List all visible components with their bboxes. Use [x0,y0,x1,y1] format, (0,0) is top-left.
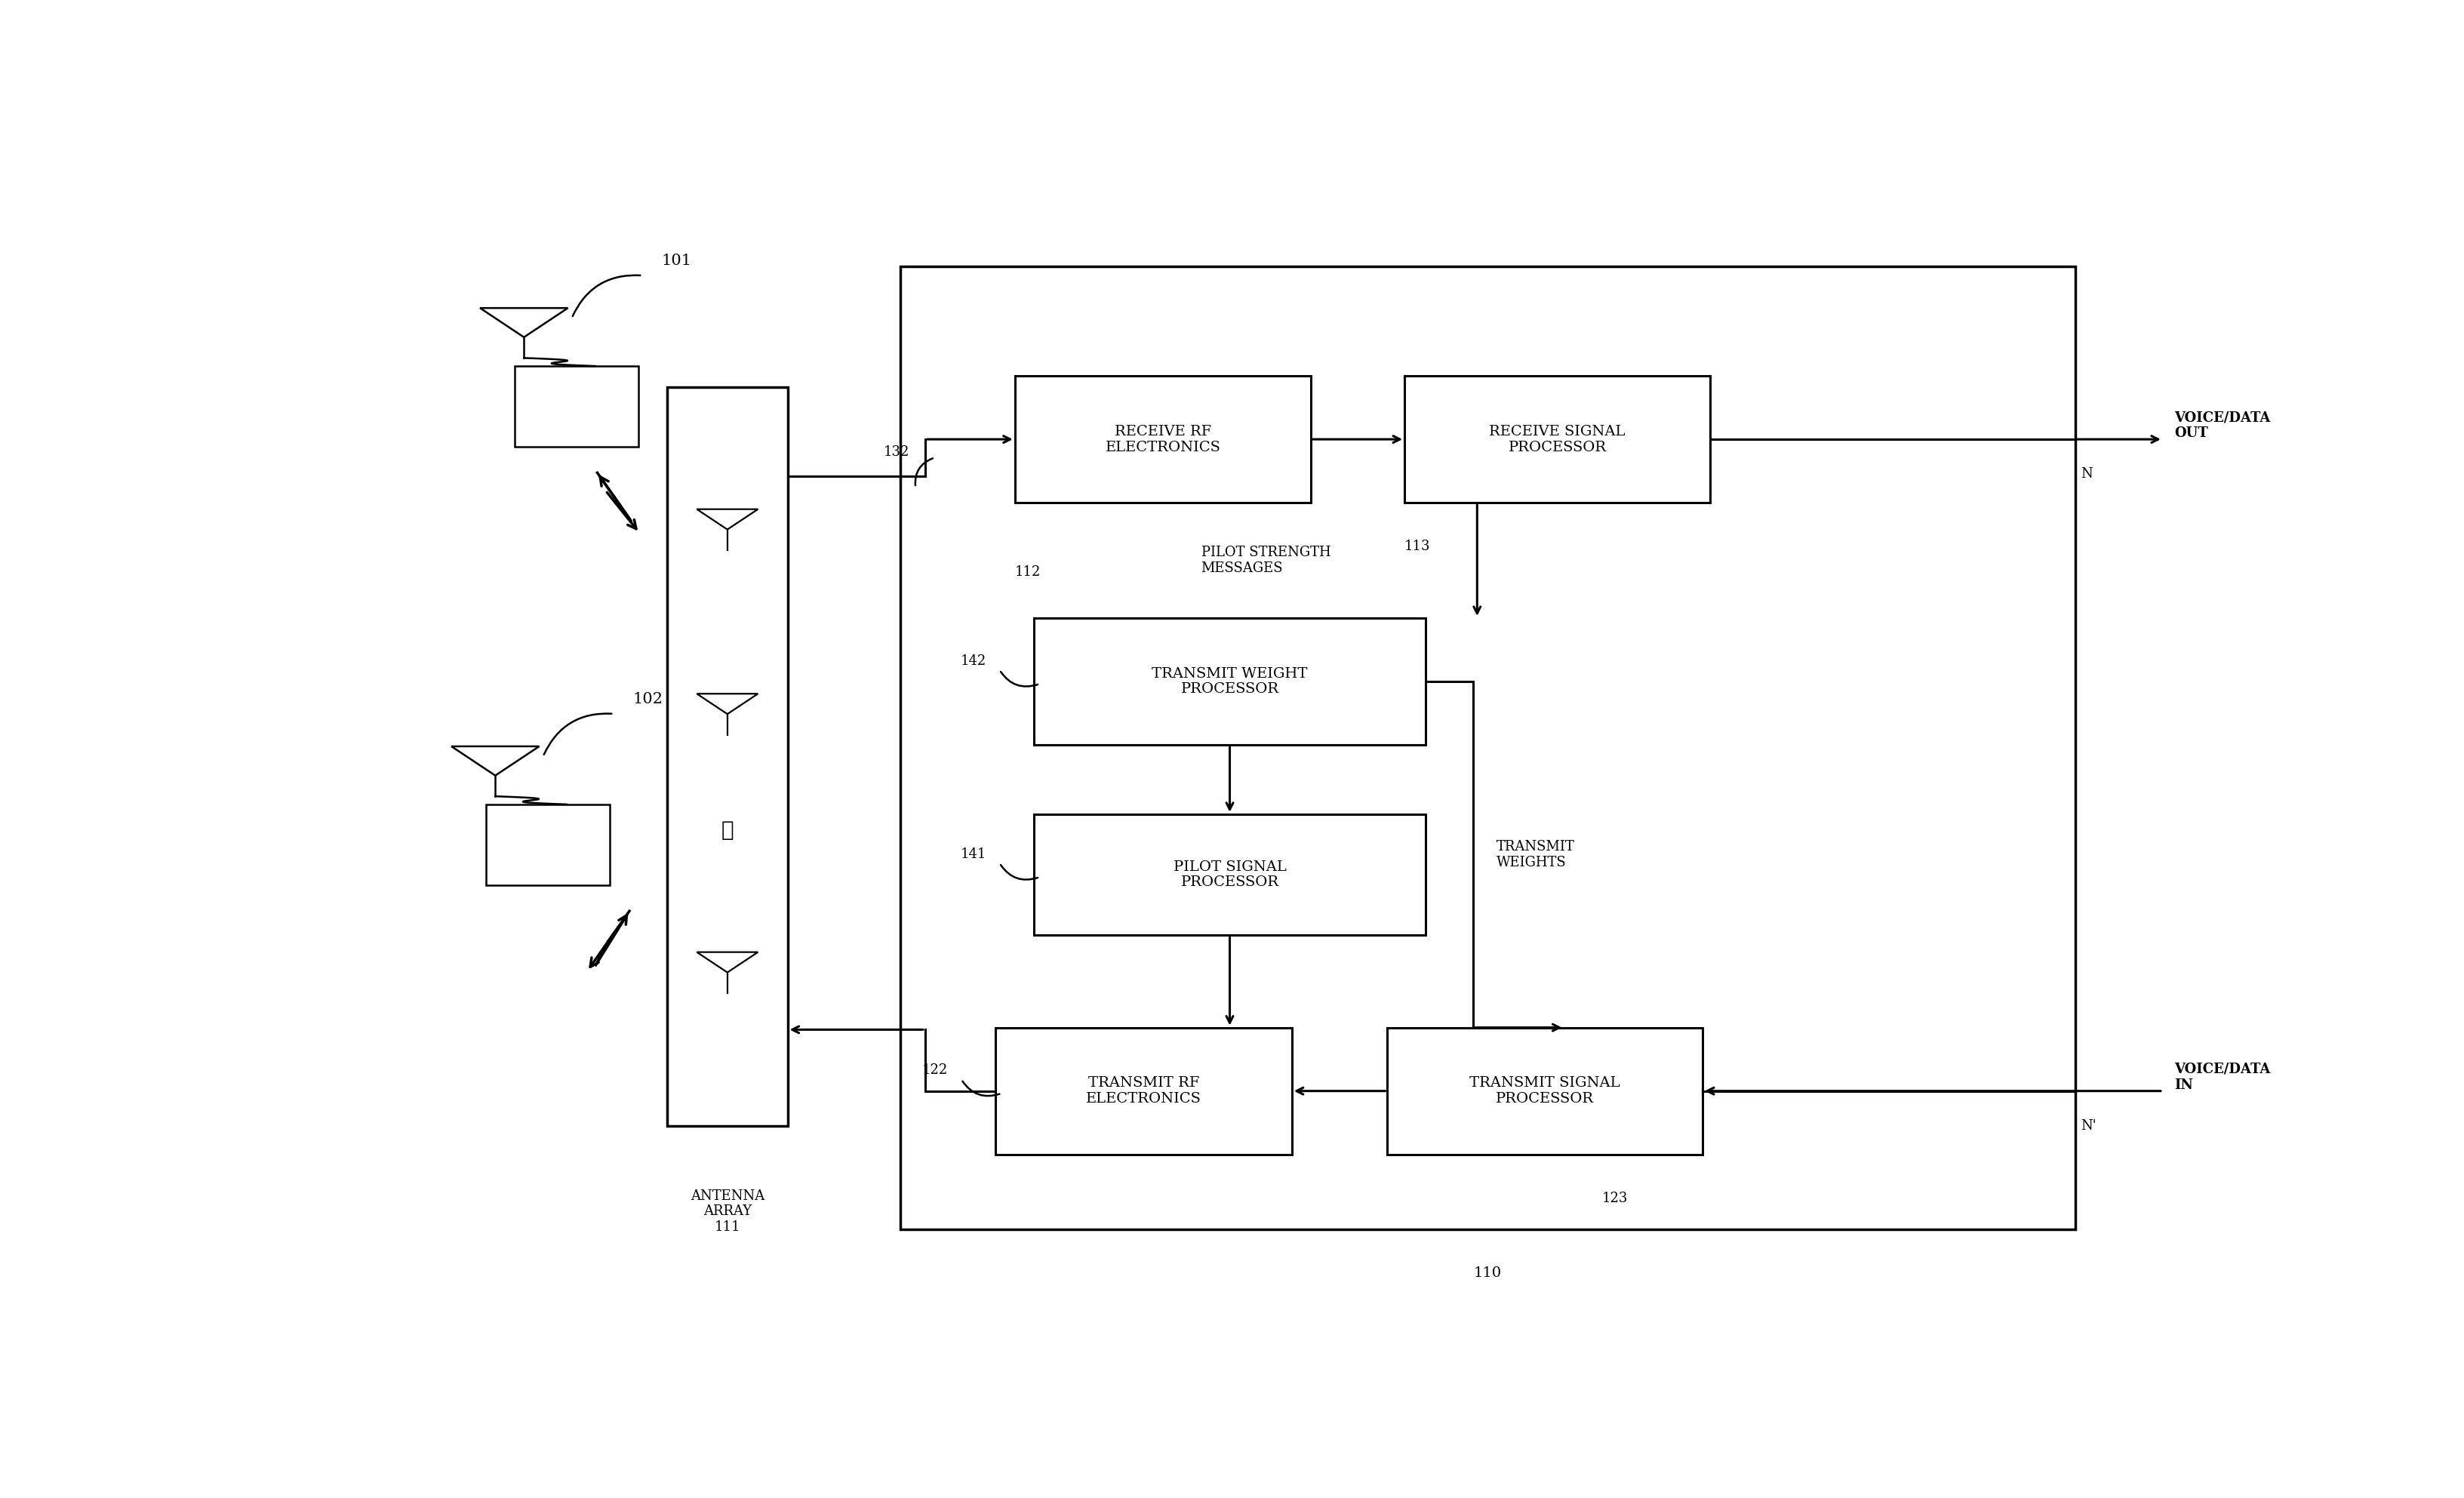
Text: N': N' [2080,1119,2097,1132]
Bar [485,804,609,885]
Bar [1404,376,1710,503]
Text: VOICE/DATA
IN: VOICE/DATA IN [2173,1062,2269,1092]
Bar [1387,1028,1703,1155]
Bar [1035,813,1424,935]
Text: RECEIVE SIGNAL
PROCESSOR: RECEIVE SIGNAL PROCESSOR [1488,424,1624,454]
FancyArrowPatch shape [1000,864,1037,879]
Text: TRANSMIT SIGNAL
PROCESSOR: TRANSMIT SIGNAL PROCESSOR [1469,1077,1619,1106]
Text: TRANSMIT
WEIGHTS: TRANSMIT WEIGHTS [1496,840,1574,869]
Bar [1035,619,1424,745]
Text: TRANSMIT WEIGHT
PROCESSOR: TRANSMIT WEIGHT PROCESSOR [1151,667,1308,697]
Bar [899,267,2075,1230]
Text: 122: 122 [922,1064,949,1077]
Text: 132: 132 [885,445,909,458]
Text: 110: 110 [1473,1266,1501,1279]
FancyArrowPatch shape [572,276,641,316]
Text: ANTENNA
ARRAY
111: ANTENNA ARRAY 111 [690,1189,764,1234]
FancyArrowPatch shape [914,458,931,485]
Text: VOICE/DATA
OUT: VOICE/DATA OUT [2173,410,2269,440]
Bar [668,388,788,1125]
Text: PILOT SIGNAL
PROCESSOR: PILOT SIGNAL PROCESSOR [1173,860,1286,890]
FancyArrowPatch shape [1000,671,1037,686]
Text: 112: 112 [1015,565,1040,578]
Text: RECEIVE RF
ELECTRONICS: RECEIVE RF ELECTRONICS [1104,424,1220,454]
Bar [1015,376,1311,503]
Text: 113: 113 [1404,539,1429,553]
Text: 102: 102 [633,692,663,706]
Text: 142: 142 [961,655,986,668]
Text: 101: 101 [660,253,692,268]
Text: PILOT STRENGTH
MESSAGES: PILOT STRENGTH MESSAGES [1200,545,1331,575]
FancyArrowPatch shape [545,713,611,755]
Bar [515,366,638,446]
Text: 141: 141 [961,848,986,861]
Text: N: N [2080,467,2092,481]
Bar [995,1028,1291,1155]
FancyArrowPatch shape [963,1082,1000,1097]
Text: 123: 123 [1602,1191,1629,1204]
Text: TRANSMIT RF
ELECTRONICS: TRANSMIT RF ELECTRONICS [1087,1077,1200,1106]
Text: ⋮: ⋮ [722,819,734,840]
